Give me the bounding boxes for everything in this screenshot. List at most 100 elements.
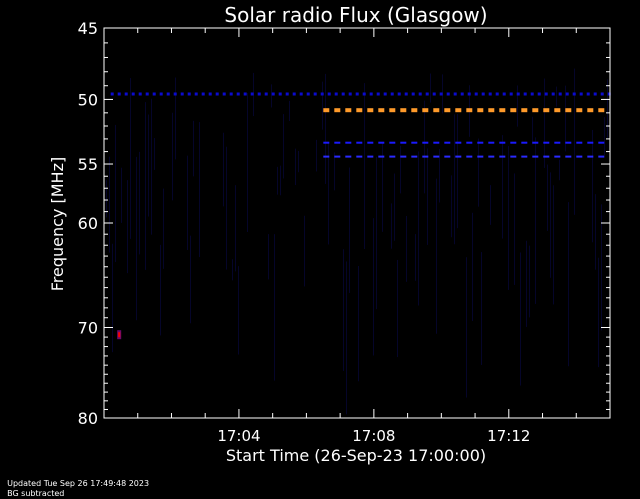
band-segment — [299, 92, 303, 96]
noise-streak — [532, 116, 533, 145]
band-segment — [369, 92, 373, 96]
noise-streak — [304, 215, 305, 287]
noise-streak — [424, 100, 425, 194]
chart-title: Solar radio Flux (Glasgow) — [224, 3, 487, 27]
band-segment — [378, 141, 385, 144]
noise-streak — [163, 188, 164, 269]
band-segment — [180, 92, 184, 96]
band-segment — [444, 108, 451, 113]
band-segment — [389, 108, 396, 113]
noise-streak — [604, 117, 605, 156]
band-segment — [543, 141, 550, 144]
band-segment — [334, 92, 338, 96]
band-segment — [334, 141, 341, 144]
band-segment — [411, 92, 415, 96]
x-axis-label: Start Time (26-Sep-23 17:00:00) — [226, 446, 486, 465]
band-segment — [264, 92, 268, 96]
y-tick-label: 80 — [78, 409, 98, 428]
band-segment — [320, 92, 324, 96]
band-segment — [110, 92, 114, 96]
band-segment — [587, 155, 594, 158]
band-segment — [510, 141, 517, 144]
band-segment — [587, 108, 594, 113]
noise-streak — [127, 180, 128, 274]
noise-streak — [349, 167, 350, 293]
band-segment — [586, 92, 590, 96]
band-segment — [389, 141, 396, 144]
noise-streak — [517, 85, 518, 127]
band-segment — [444, 141, 451, 144]
band-segment — [565, 92, 569, 96]
band-segment — [593, 92, 597, 96]
band-segment — [467, 92, 471, 96]
noise-streak — [520, 252, 521, 386]
band-segment — [523, 92, 527, 96]
band-segment — [271, 92, 275, 96]
y-tick-label: 45 — [78, 19, 98, 38]
band-segment — [159, 92, 163, 96]
noise-streak — [115, 124, 116, 263]
noise-streak — [325, 73, 326, 184]
band-segment — [433, 141, 440, 144]
noise-streak — [106, 180, 107, 218]
band-segment — [495, 92, 499, 96]
axes: 17:04 17:08 17:12 45 50 55 60 70 80 — [78, 19, 611, 445]
noise-streak — [400, 145, 401, 194]
band-segment — [367, 141, 374, 144]
band-segment — [439, 92, 443, 96]
band-segment — [587, 141, 594, 144]
band-segment — [378, 108, 385, 113]
band-segment — [554, 108, 561, 113]
band-segment — [425, 92, 429, 96]
noise-streak — [535, 137, 536, 304]
band-segment — [400, 141, 407, 144]
band-segment — [543, 155, 550, 158]
band-segment — [173, 92, 177, 96]
band-segment — [477, 141, 484, 144]
band-segment — [208, 92, 212, 96]
band-53-3 — [323, 141, 605, 144]
band-segment — [565, 108, 572, 113]
band-54-4 — [323, 155, 605, 158]
band-segment — [474, 92, 478, 96]
band-segment — [446, 92, 450, 96]
band-segment — [532, 155, 539, 158]
y-tick-label: 50 — [78, 90, 98, 109]
band-segment — [521, 141, 528, 144]
noise-streak — [295, 148, 296, 186]
band-segment — [243, 92, 247, 96]
band-segment — [576, 108, 583, 113]
band-segment — [378, 155, 385, 158]
band-segment — [400, 155, 407, 158]
noise-streak — [316, 139, 317, 172]
band-segment — [124, 92, 128, 96]
band-segment — [152, 92, 156, 96]
band-segment — [499, 141, 506, 144]
x-tick-label: 17:04 — [217, 427, 260, 445]
band-segment — [341, 92, 345, 96]
band-segment — [250, 92, 254, 96]
processing-note: BG subtracted — [7, 489, 65, 498]
noise-streak — [334, 152, 335, 191]
noise-streak — [226, 146, 227, 270]
noise-streak — [526, 240, 527, 327]
band-50-8 — [323, 108, 605, 113]
band-segment — [257, 92, 261, 96]
band-segment — [554, 155, 561, 158]
band-segment — [530, 92, 534, 96]
noise-streak — [145, 102, 146, 270]
noise-streak — [397, 259, 398, 358]
noise-streak — [427, 148, 428, 245]
band-segment — [367, 108, 374, 113]
band-segment — [551, 92, 555, 96]
y-tick-label: 55 — [78, 155, 98, 174]
band-segment — [411, 141, 418, 144]
burst-core — [118, 332, 121, 338]
noise-streak — [547, 164, 548, 231]
band-segment — [516, 92, 520, 96]
noise-streak — [223, 132, 224, 207]
band-segment — [323, 155, 330, 158]
band-segment — [292, 92, 296, 96]
noise-streak — [430, 73, 431, 103]
band-segment — [455, 108, 462, 113]
